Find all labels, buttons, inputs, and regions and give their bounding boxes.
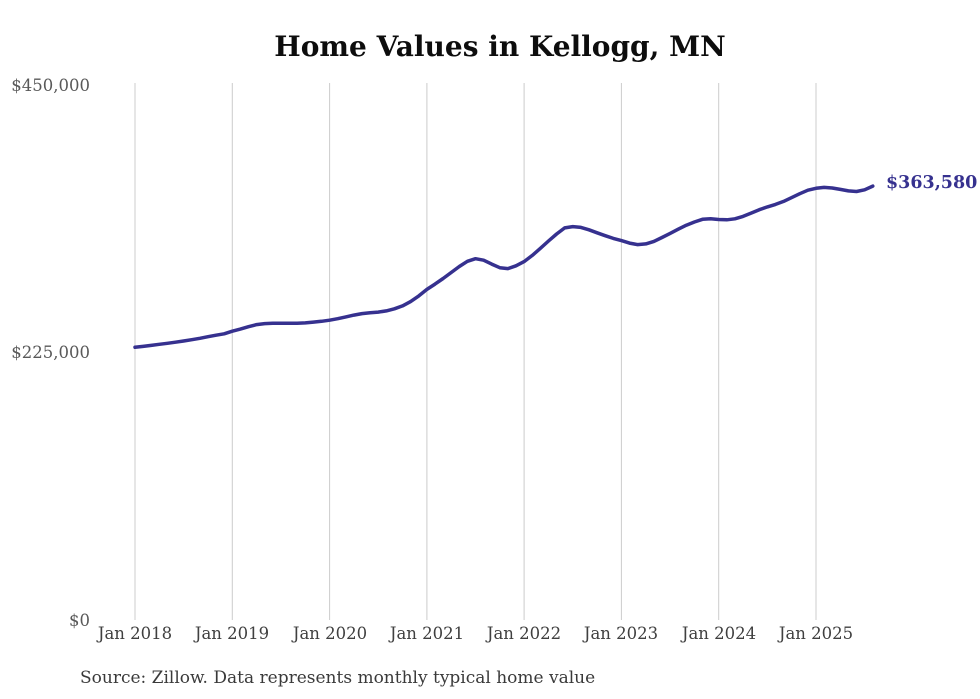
y-tick-0: $0 xyxy=(69,611,90,630)
x-tick-jan-2024: Jan 2024 xyxy=(680,624,756,643)
x-tick-jan-2025: Jan 2025 xyxy=(777,624,853,643)
source-note: Source: Zillow. Data represents monthly … xyxy=(80,668,595,688)
x-tick-jan-2021: Jan 2021 xyxy=(388,624,464,643)
x-axis-labels: Jan 2018 Jan 2019 Jan 2020 Jan 2021 Jan … xyxy=(96,624,853,643)
x-tick-jan-2018: Jan 2018 xyxy=(96,624,172,643)
y-tick-450000: $450,000 xyxy=(11,76,90,95)
chart-title: Home Values in Kellogg, MN xyxy=(274,30,725,63)
x-tick-jan-2020: Jan 2020 xyxy=(291,624,367,643)
gridlines xyxy=(134,83,817,620)
x-tick-jan-2022: Jan 2022 xyxy=(485,624,561,643)
x-tick-jan-2023: Jan 2023 xyxy=(582,624,658,643)
y-axis-labels: $450,000 $225,000 $0 xyxy=(11,76,90,630)
x-tick-jan-2019: Jan 2019 xyxy=(193,624,269,643)
end-value-label: $363,580 xyxy=(886,173,977,193)
value-line xyxy=(133,184,875,350)
y-tick-225000: $225,000 xyxy=(11,343,90,362)
